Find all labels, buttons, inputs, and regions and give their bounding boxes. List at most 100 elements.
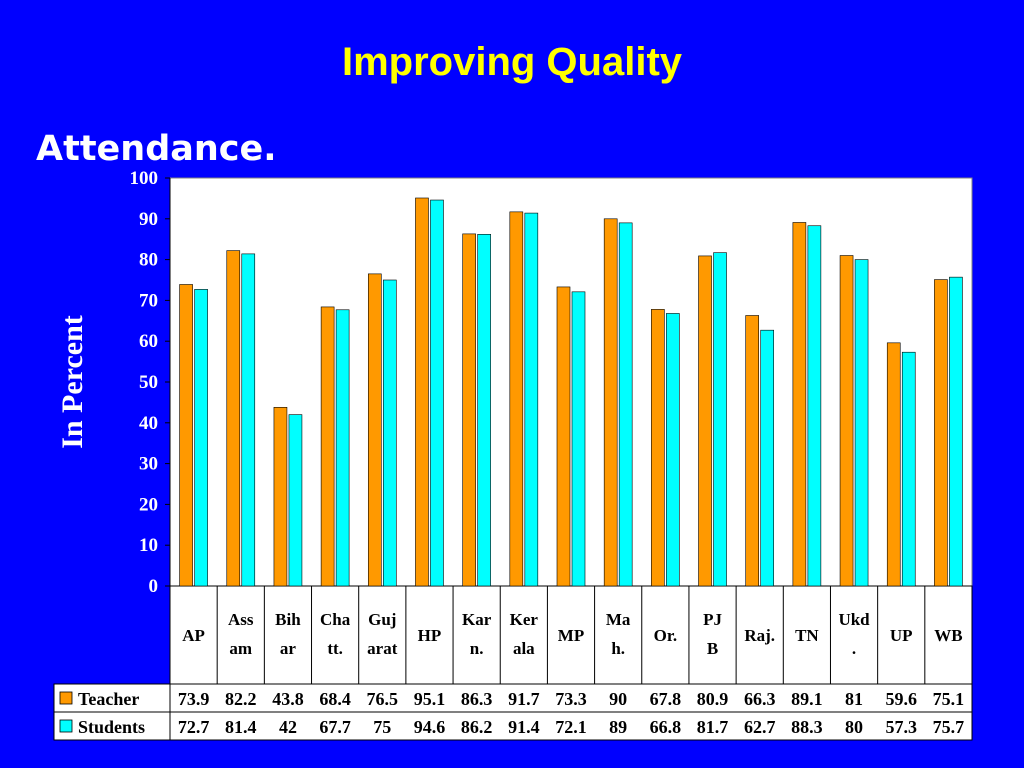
bar-students <box>571 291 586 587</box>
category-label: Ukd <box>838 610 870 629</box>
bar-students <box>666 313 680 587</box>
data-label-students: 66.8 <box>650 717 682 737</box>
data-label-students: 81.7 <box>697 717 729 737</box>
data-label-students: 80 <box>845 717 863 737</box>
bar-teacher <box>320 306 335 587</box>
bar-teacher <box>792 222 807 587</box>
slide-title: Improving Quality <box>341 40 683 84</box>
data-label-students: 62.7 <box>744 717 776 737</box>
bar-students <box>477 234 491 587</box>
category-label: Kar <box>462 610 492 629</box>
y-tick-label: 80 <box>139 250 158 271</box>
y-tick-label: 40 <box>139 413 158 434</box>
bar-teacher <box>651 309 665 587</box>
data-label-teacher: 76.5 <box>367 689 399 709</box>
bar-teacher <box>367 273 382 587</box>
category-label: ar <box>280 639 297 658</box>
bar-students <box>194 289 208 587</box>
data-label-teacher: 80.9 <box>697 689 729 709</box>
y-axis-title: In Percent <box>56 315 89 449</box>
data-label-teacher: 82.2 <box>225 689 257 709</box>
bar-teacher <box>415 197 429 587</box>
category-label: PJ <box>703 610 722 629</box>
bar-teacher <box>934 279 948 587</box>
bar-students <box>430 199 444 587</box>
category-label: Ker <box>510 610 539 629</box>
category-label: Raj. <box>744 626 775 645</box>
category-label: n. <box>470 639 484 658</box>
category-label: arat <box>367 639 398 658</box>
category-label: am <box>229 639 252 658</box>
bar-teacher <box>509 211 524 587</box>
bar-students <box>949 276 963 587</box>
bar-students <box>807 225 822 587</box>
category-label: . <box>852 639 856 658</box>
category-label: TN <box>795 626 819 645</box>
bar-students <box>760 329 775 587</box>
bar-teacher <box>886 342 901 587</box>
data-label-teacher: 75.1 <box>933 689 965 709</box>
category-label-area <box>169 585 973 685</box>
data-label-students: 89 <box>609 717 627 737</box>
bar-teacher <box>462 233 476 587</box>
bar-students <box>524 212 539 587</box>
y-tick-label: 50 <box>139 372 158 393</box>
legend-swatch-students <box>59 719 73 733</box>
data-label-teacher: 43.8 <box>272 689 304 709</box>
category-label: h. <box>611 639 625 658</box>
bar-teacher <box>226 250 241 587</box>
bar-students <box>288 414 303 587</box>
bar-teacher <box>698 255 712 587</box>
data-label-students: 72.1 <box>555 717 587 737</box>
category-label: tt. <box>327 639 343 658</box>
data-label-teacher: 67.8 <box>650 689 682 709</box>
y-tick-label: 60 <box>139 331 158 352</box>
bar-teacher <box>556 286 571 587</box>
category-label: AP <box>182 626 205 645</box>
category-label: Bih <box>275 610 301 629</box>
data-label-students: 81.4 <box>225 717 257 737</box>
data-label-teacher: 81 <box>845 689 863 709</box>
bar-students <box>241 253 256 587</box>
legend-label-teacher: Teacher <box>78 689 139 709</box>
data-label-students: 57.3 <box>885 717 917 737</box>
y-tick-label: 100 <box>130 168 159 189</box>
data-label-teacher: 91.7 <box>508 689 540 709</box>
category-label: UP <box>890 626 913 645</box>
slide-subtitle: Attendance. <box>36 129 277 169</box>
legend-label-students: Students <box>78 717 145 737</box>
category-label: Ass <box>228 610 254 629</box>
category-label: Ma <box>606 610 631 629</box>
y-tick-label: 90 <box>139 209 158 230</box>
bar-students <box>713 252 727 587</box>
bar-teacher <box>273 406 288 587</box>
y-tick-label: 20 <box>139 494 158 515</box>
bar-teacher <box>839 255 854 587</box>
data-label-students: 75.7 <box>933 717 965 737</box>
bar-teacher <box>179 284 193 587</box>
data-label-students: 86.2 <box>461 717 493 737</box>
data-label-teacher: 86.3 <box>461 689 493 709</box>
category-label: WB <box>934 626 962 645</box>
y-tick-label: 10 <box>139 535 158 556</box>
legend-swatch-teacher <box>59 691 73 705</box>
bar-teacher <box>745 315 760 587</box>
data-label-students: 67.7 <box>319 717 351 737</box>
category-label: Guj <box>368 610 396 629</box>
plot-area <box>169 177 973 587</box>
bar-students <box>382 279 397 587</box>
data-label-teacher: 89.1 <box>791 689 823 709</box>
data-label-teacher: 73.3 <box>555 689 587 709</box>
data-label-teacher: 68.4 <box>319 689 351 709</box>
data-label-teacher: 90 <box>609 689 627 709</box>
category-label: Or. <box>654 626 677 645</box>
category-label: Cha <box>320 610 351 629</box>
data-label-teacher: 66.3 <box>744 689 776 709</box>
data-label-students: 94.6 <box>414 717 446 737</box>
bar-students <box>854 259 869 587</box>
data-label-students: 42 <box>279 717 297 737</box>
data-label-students: 88.3 <box>791 717 823 737</box>
data-label-teacher: 95.1 <box>414 689 446 709</box>
data-label-students: 75 <box>373 717 391 737</box>
